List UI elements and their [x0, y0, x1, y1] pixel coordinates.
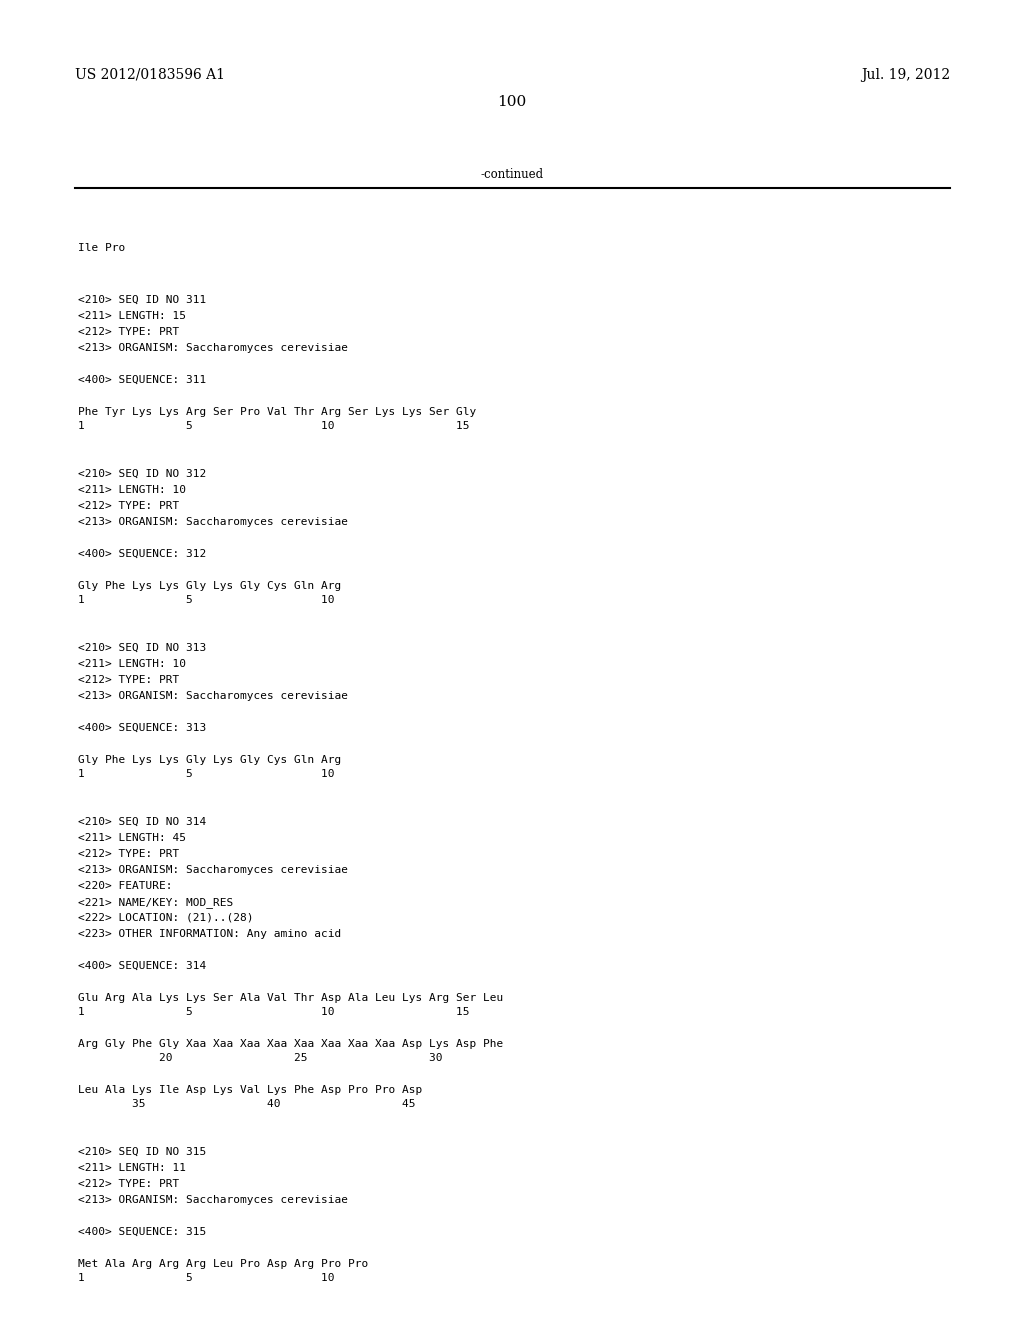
Text: <212> TYPE: PRT: <212> TYPE: PRT	[78, 1179, 179, 1189]
Text: <213> ORGANISM: Saccharomyces cerevisiae: <213> ORGANISM: Saccharomyces cerevisiae	[78, 1195, 348, 1205]
Text: Jul. 19, 2012: Jul. 19, 2012	[861, 69, 950, 82]
Text: <211> LENGTH: 10: <211> LENGTH: 10	[78, 484, 186, 495]
Text: <400> SEQUENCE: 314: <400> SEQUENCE: 314	[78, 961, 206, 972]
Text: 35                  40                  45: 35 40 45	[78, 1100, 416, 1109]
Text: <210> SEQ ID NO 315: <210> SEQ ID NO 315	[78, 1147, 206, 1158]
Text: <212> TYPE: PRT: <212> TYPE: PRT	[78, 327, 179, 337]
Text: Ile Pro: Ile Pro	[78, 243, 125, 253]
Text: <213> ORGANISM: Saccharomyces cerevisiae: <213> ORGANISM: Saccharomyces cerevisiae	[78, 343, 348, 352]
Text: <222> LOCATION: (21)..(28): <222> LOCATION: (21)..(28)	[78, 913, 254, 923]
Text: <400> SEQUENCE: 315: <400> SEQUENCE: 315	[78, 1228, 206, 1237]
Text: Glu Arg Ala Lys Lys Ser Ala Val Thr Asp Ala Leu Lys Arg Ser Leu: Glu Arg Ala Lys Lys Ser Ala Val Thr Asp …	[78, 993, 503, 1003]
Text: 1               5                   10: 1 5 10	[78, 1272, 335, 1283]
Text: -continued: -continued	[480, 168, 544, 181]
Text: <212> TYPE: PRT: <212> TYPE: PRT	[78, 502, 179, 511]
Text: <213> ORGANISM: Saccharomyces cerevisiae: <213> ORGANISM: Saccharomyces cerevisiae	[78, 690, 348, 701]
Text: Leu Ala Lys Ile Asp Lys Val Lys Phe Asp Pro Pro Asp: Leu Ala Lys Ile Asp Lys Val Lys Phe Asp …	[78, 1085, 422, 1096]
Text: <211> LENGTH: 45: <211> LENGTH: 45	[78, 833, 186, 843]
Text: <213> ORGANISM: Saccharomyces cerevisiae: <213> ORGANISM: Saccharomyces cerevisiae	[78, 517, 348, 527]
Text: 1               5                   10                  15: 1 5 10 15	[78, 421, 469, 432]
Text: <212> TYPE: PRT: <212> TYPE: PRT	[78, 675, 179, 685]
Text: 20                  25                  30: 20 25 30	[78, 1053, 442, 1063]
Text: <213> ORGANISM: Saccharomyces cerevisiae: <213> ORGANISM: Saccharomyces cerevisiae	[78, 865, 348, 875]
Text: Arg Gly Phe Gly Xaa Xaa Xaa Xaa Xaa Xaa Xaa Xaa Asp Lys Asp Phe: Arg Gly Phe Gly Xaa Xaa Xaa Xaa Xaa Xaa …	[78, 1039, 503, 1049]
Text: 1               5                   10: 1 5 10	[78, 595, 335, 605]
Text: Gly Phe Lys Lys Gly Lys Gly Cys Gln Arg: Gly Phe Lys Lys Gly Lys Gly Cys Gln Arg	[78, 581, 341, 591]
Text: Phe Tyr Lys Lys Arg Ser Pro Val Thr Arg Ser Lys Lys Ser Gly: Phe Tyr Lys Lys Arg Ser Pro Val Thr Arg …	[78, 407, 476, 417]
Text: <210> SEQ ID NO 311: <210> SEQ ID NO 311	[78, 294, 206, 305]
Text: <210> SEQ ID NO 312: <210> SEQ ID NO 312	[78, 469, 206, 479]
Text: Gly Phe Lys Lys Gly Lys Gly Cys Gln Arg: Gly Phe Lys Lys Gly Lys Gly Cys Gln Arg	[78, 755, 341, 766]
Text: 100: 100	[498, 95, 526, 110]
Text: 1               5                   10: 1 5 10	[78, 770, 335, 779]
Text: <211> LENGTH: 15: <211> LENGTH: 15	[78, 312, 186, 321]
Text: Met Ala Arg Arg Arg Leu Pro Asp Arg Pro Pro: Met Ala Arg Arg Arg Leu Pro Asp Arg Pro …	[78, 1259, 369, 1269]
Text: 1               5                   10                  15: 1 5 10 15	[78, 1007, 469, 1016]
Text: <400> SEQUENCE: 313: <400> SEQUENCE: 313	[78, 723, 206, 733]
Text: <221> NAME/KEY: MOD_RES: <221> NAME/KEY: MOD_RES	[78, 898, 233, 908]
Text: <211> LENGTH: 10: <211> LENGTH: 10	[78, 659, 186, 669]
Text: <220> FEATURE:: <220> FEATURE:	[78, 880, 172, 891]
Text: US 2012/0183596 A1: US 2012/0183596 A1	[75, 69, 225, 82]
Text: <211> LENGTH: 11: <211> LENGTH: 11	[78, 1163, 186, 1173]
Text: <400> SEQUENCE: 311: <400> SEQUENCE: 311	[78, 375, 206, 385]
Text: <210> SEQ ID NO 314: <210> SEQ ID NO 314	[78, 817, 206, 828]
Text: <212> TYPE: PRT: <212> TYPE: PRT	[78, 849, 179, 859]
Text: <210> SEQ ID NO 313: <210> SEQ ID NO 313	[78, 643, 206, 653]
Text: <400> SEQUENCE: 312: <400> SEQUENCE: 312	[78, 549, 206, 558]
Text: <223> OTHER INFORMATION: Any amino acid: <223> OTHER INFORMATION: Any amino acid	[78, 929, 341, 939]
